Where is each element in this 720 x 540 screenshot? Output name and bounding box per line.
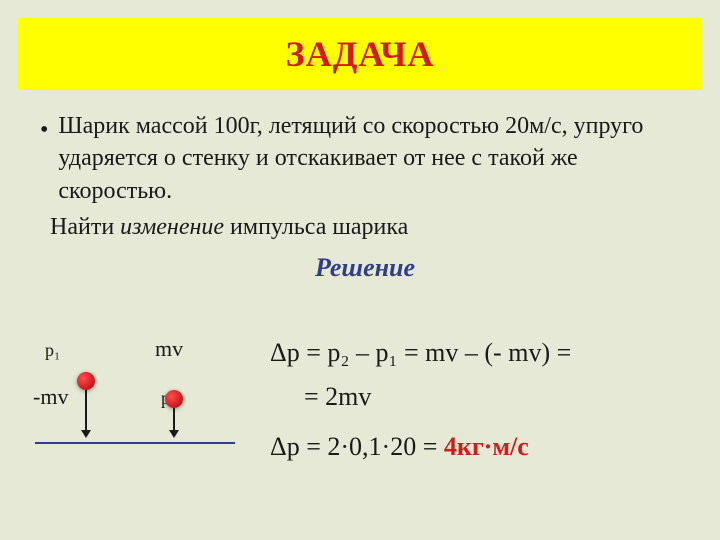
find-italic: изменение: [120, 214, 224, 240]
eq-line-3: Δp = 2·0,1·20 = 4кг·м/с: [270, 432, 690, 462]
title-band: ЗАДАЧА: [18, 18, 702, 90]
find-suffix: импульса шарика: [224, 214, 408, 240]
eq-line-3-prefix: Δp = 2·0,1·20 =: [270, 432, 444, 461]
arrow-2-head-icon: [169, 430, 179, 438]
equations-block: Δp = p₂ – p₁ = mv – (- mv) = = 2mv Δp = …: [270, 338, 690, 462]
solution-label: Решение: [40, 250, 690, 285]
eq-result: 4кг·м/с: [444, 432, 529, 461]
bullet-icon: •: [40, 114, 48, 207]
find-line: Найти изменение импульса шарика: [50, 211, 690, 243]
find-prefix: Найти: [50, 214, 120, 240]
problem-text: Шарик массой 100г, летящий со скоростью …: [58, 110, 690, 207]
eq-line-1: Δp = p₂ – p₁ = mv – (- mv) =: [270, 338, 690, 368]
content-block: • Шарик массой 100г, летящий со скорость…: [40, 110, 690, 285]
arrow-1-shaft: [85, 390, 87, 432]
momentum-diagram: p₁ mv -mv p₂: [35, 342, 250, 472]
ball-2: [165, 390, 183, 408]
problem-bullet: • Шарик массой 100г, летящий со скорость…: [40, 110, 690, 207]
arrow-2-shaft: [173, 408, 175, 432]
ball-1: [77, 372, 95, 390]
label-p1: p₁: [45, 340, 60, 361]
label-neg-mv: -mv: [33, 384, 68, 410]
arrow-1-head-icon: [81, 430, 91, 438]
eq-line-2: = 2mv: [304, 382, 690, 412]
baseline: [35, 442, 235, 444]
label-mv: mv: [155, 336, 183, 362]
title-text: ЗАДАЧА: [286, 33, 435, 75]
